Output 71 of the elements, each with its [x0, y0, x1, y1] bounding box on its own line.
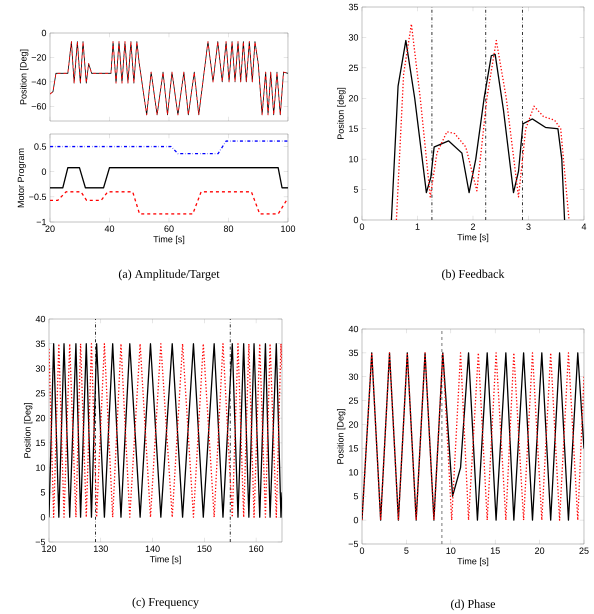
text: (c) Frequency [132, 598, 199, 608]
x-tick-label: 80 [224, 226, 234, 232]
y-tick-label: −5 [36, 538, 46, 546]
y-tick-label: 0 [354, 516, 358, 524]
y-tick-label: −60 [32, 103, 46, 110]
y-tick-label: 15 [349, 126, 358, 132]
x-tick-label: 2 [470, 224, 476, 230]
y-axis-title: Position [Deg] [336, 409, 346, 464]
y-tick-label: −5 [348, 540, 358, 548]
line-series [362, 352, 584, 521]
y-tick-label: 20 [348, 421, 358, 428]
text: (b) Feedback [442, 270, 504, 280]
y-axis-title: Position [Deg] [20, 50, 28, 104]
y-tick-label: 40 [348, 326, 358, 332]
y-tick-label: 20 [348, 95, 358, 102]
y-tick-label: 0 [40, 514, 46, 520]
y-tick-label: 15 [349, 445, 358, 452]
x-tick-label: 120 [42, 546, 56, 552]
y-tick-label: 25 [348, 64, 358, 72]
y-tick-label: 10 [349, 156, 358, 162]
x-tick-label: 4 [582, 224, 586, 230]
x-tick-label: 40 [104, 226, 114, 232]
y-tick-label: 0 [42, 168, 46, 175]
x-tick-label: 15 [490, 548, 500, 554]
y-tick-label: 30 [36, 365, 46, 372]
x-axis-title: Time [s] [153, 236, 184, 244]
y-tick-label: 30 [348, 374, 358, 380]
y-tick-label: 0.5 [34, 143, 46, 150]
y-tick-label: 5 [40, 489, 46, 496]
y-tick-label: 5 [354, 493, 358, 500]
y-tick-label: 30 [348, 34, 358, 41]
x-tick-label: 150 [198, 546, 212, 552]
x-tick-label: 0 [360, 224, 364, 230]
x-tick-label: 1 [416, 224, 420, 230]
y-tick-label: 35 [36, 340, 46, 347]
x-tick-label: 0 [360, 548, 364, 554]
y-axis-title: Positon [deg] [337, 88, 346, 140]
y-tick-label: 10 [36, 464, 46, 471]
x-axis-title: Time [s] [150, 556, 181, 564]
y-tick-label: 10 [349, 469, 358, 476]
y-tick-label: 25 [36, 390, 46, 397]
x-tick-label: 3 [526, 224, 531, 230]
y-tick-label: 0 [42, 30, 46, 36]
x-tick-label: 10 [446, 548, 456, 554]
y-tick-label: −1 [36, 218, 46, 226]
y-axis-title: Motor Program [18, 148, 26, 208]
line-series [50, 191, 288, 215]
y-tick-label: −20 [32, 54, 46, 61]
x-axis-title: Time [s] [457, 234, 488, 242]
x-tick-label: 20 [535, 548, 544, 554]
x-tick-label: 100 [281, 226, 296, 232]
x-tick-label: 60 [164, 226, 174, 232]
x-tick-label: 130 [94, 546, 108, 552]
x-tick-label: 25 [579, 548, 589, 554]
text: (a) Amplitude/Target [118, 270, 220, 280]
x-tick-label: 5 [404, 548, 409, 554]
x-axis-title: Time [s] [457, 558, 488, 566]
y-axis-title: Position [Deg] [24, 403, 32, 458]
y-tick-label: 0 [354, 216, 358, 224]
y-tick-label: 25 [348, 397, 358, 404]
text: (d) Phase [451, 600, 496, 610]
y-tick-label: 5 [354, 186, 358, 193]
y-tick-label: 35 [348, 4, 358, 10]
y-tick-label: −40 [32, 78, 46, 86]
y-tick-label: 35 [348, 350, 358, 356]
y-tick-label: 40 [36, 316, 46, 322]
x-tick-label: 140 [146, 546, 160, 552]
y-tick-label: 20 [36, 414, 46, 422]
y-tick-label: −0.5 [29, 194, 46, 200]
x-tick-label: 160 [249, 546, 264, 552]
y-tick-label: 15 [36, 440, 46, 446]
